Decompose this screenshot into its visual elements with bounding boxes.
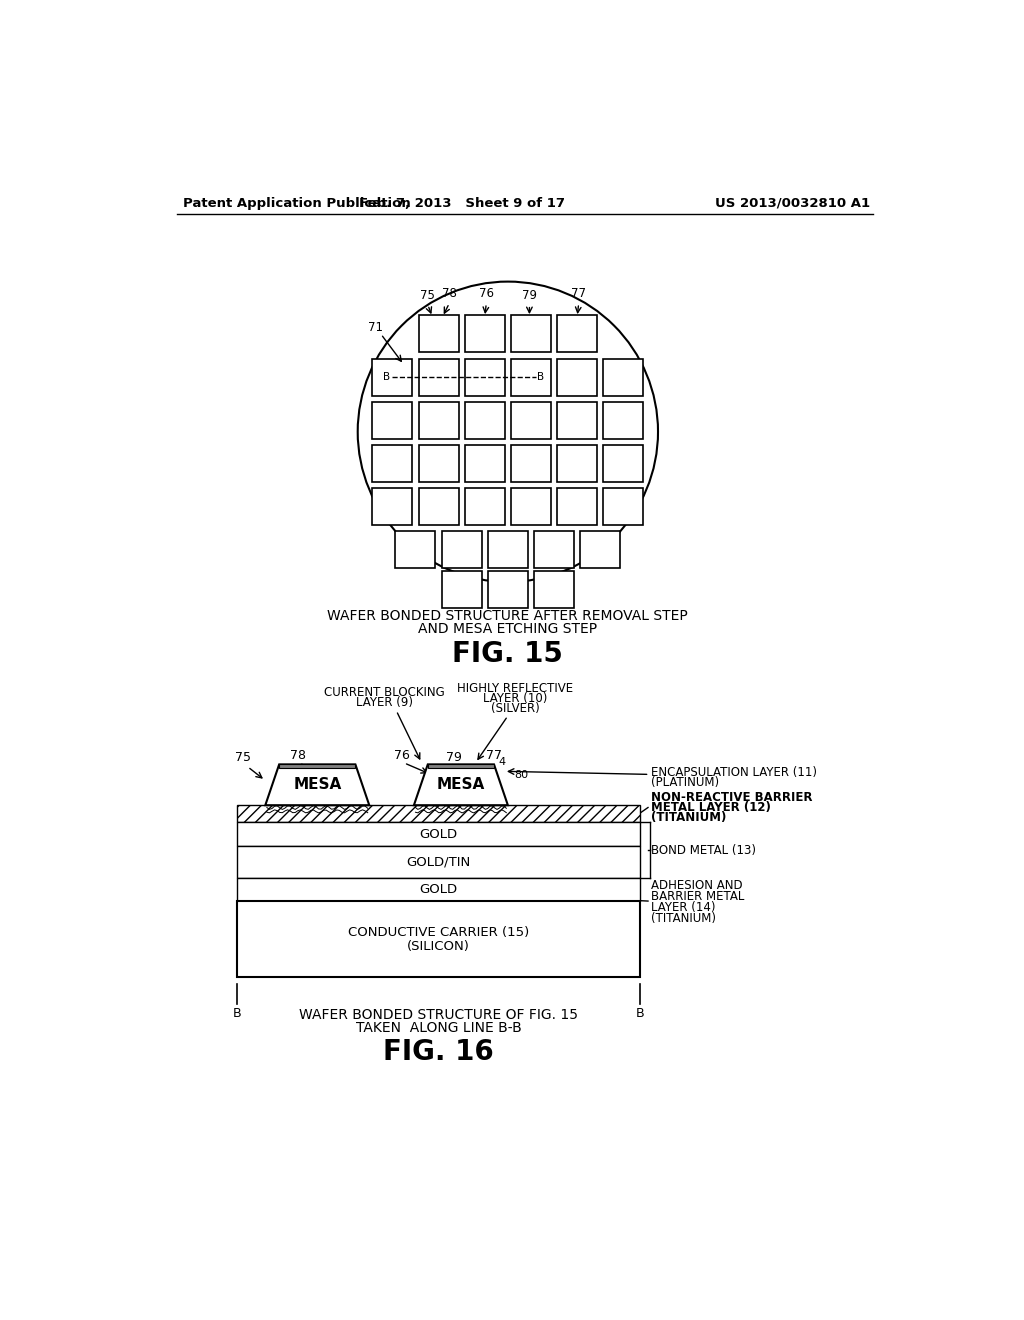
FancyBboxPatch shape	[373, 445, 413, 482]
Text: CURRENT BLOCKING: CURRENT BLOCKING	[325, 686, 445, 700]
Text: GOLD/TIN: GOLD/TIN	[407, 855, 471, 869]
FancyBboxPatch shape	[603, 445, 643, 482]
FancyBboxPatch shape	[511, 359, 551, 396]
Text: B: B	[383, 372, 390, 381]
Text: (TITANIUM): (TITANIUM)	[651, 912, 716, 924]
FancyBboxPatch shape	[465, 359, 505, 396]
FancyBboxPatch shape	[465, 401, 505, 438]
FancyBboxPatch shape	[581, 531, 621, 568]
Text: ADHESION AND: ADHESION AND	[651, 879, 742, 892]
Text: ENCAPSULATION LAYER (11): ENCAPSULATION LAYER (11)	[651, 766, 817, 779]
FancyBboxPatch shape	[557, 445, 597, 482]
Text: 75: 75	[234, 751, 251, 764]
Text: 77: 77	[486, 748, 502, 762]
Text: NON-REACTIVE BARRIER: NON-REACTIVE BARRIER	[651, 791, 813, 804]
FancyBboxPatch shape	[419, 445, 459, 482]
Text: FIG. 16: FIG. 16	[383, 1038, 494, 1065]
FancyBboxPatch shape	[511, 445, 551, 482]
FancyBboxPatch shape	[511, 401, 551, 438]
Text: 76: 76	[393, 748, 410, 762]
FancyBboxPatch shape	[603, 488, 643, 525]
Text: LAYER (14): LAYER (14)	[651, 900, 716, 913]
Text: 75: 75	[420, 289, 435, 302]
Text: 80: 80	[514, 770, 528, 780]
Text: 78: 78	[442, 288, 457, 301]
Text: Patent Application Publication: Patent Application Publication	[183, 197, 411, 210]
FancyBboxPatch shape	[395, 531, 435, 568]
FancyBboxPatch shape	[465, 315, 505, 352]
Text: GOLD: GOLD	[420, 883, 458, 896]
Text: MESA: MESA	[293, 777, 341, 792]
FancyBboxPatch shape	[441, 531, 481, 568]
FancyBboxPatch shape	[419, 401, 459, 438]
Bar	[237, 878, 640, 900]
Text: (SILVER): (SILVER)	[492, 702, 540, 714]
Text: WAFER BONDED STRUCTURE AFTER REMOVAL STEP: WAFER BONDED STRUCTURE AFTER REMOVAL STE…	[328, 609, 688, 623]
FancyBboxPatch shape	[603, 359, 643, 396]
Text: (PLATINUM): (PLATINUM)	[651, 776, 719, 788]
FancyBboxPatch shape	[487, 572, 528, 609]
Text: TAKEN  ALONG LINE B-B: TAKEN ALONG LINE B-B	[355, 1020, 521, 1035]
FancyBboxPatch shape	[441, 572, 481, 609]
Bar	[428, 764, 494, 768]
FancyBboxPatch shape	[373, 401, 413, 438]
Polygon shape	[265, 764, 370, 805]
Bar	[237, 900, 640, 977]
Text: 79: 79	[522, 289, 537, 302]
Text: 71: 71	[368, 321, 383, 334]
FancyBboxPatch shape	[557, 401, 597, 438]
Bar	[237, 822, 640, 846]
Bar	[280, 764, 355, 768]
FancyBboxPatch shape	[419, 488, 459, 525]
Text: US 2013/0032810 A1: US 2013/0032810 A1	[715, 197, 869, 210]
Text: 78: 78	[291, 748, 306, 762]
Text: AND MESA ETCHING STEP: AND MESA ETCHING STEP	[418, 622, 597, 636]
Text: B: B	[538, 372, 545, 381]
FancyBboxPatch shape	[419, 315, 459, 352]
Text: 4: 4	[498, 758, 505, 767]
Text: LAYER (10): LAYER (10)	[483, 692, 548, 705]
Text: MESA: MESA	[437, 777, 485, 792]
Text: 79: 79	[446, 751, 462, 764]
FancyBboxPatch shape	[487, 531, 528, 568]
Text: METAL LAYER (12): METAL LAYER (12)	[651, 801, 771, 814]
FancyBboxPatch shape	[465, 488, 505, 525]
FancyBboxPatch shape	[535, 572, 574, 609]
FancyBboxPatch shape	[373, 359, 413, 396]
Text: Feb. 7, 2013   Sheet 9 of 17: Feb. 7, 2013 Sheet 9 of 17	[358, 197, 564, 210]
Text: 77: 77	[571, 288, 586, 301]
FancyBboxPatch shape	[557, 488, 597, 525]
FancyBboxPatch shape	[557, 359, 597, 396]
Text: LAYER (9): LAYER (9)	[356, 696, 413, 709]
Text: HIGHLY REFLECTIVE: HIGHLY REFLECTIVE	[458, 681, 573, 694]
Text: B: B	[636, 1007, 645, 1019]
Bar	[237, 846, 640, 878]
Text: WAFER BONDED STRUCTURE OF FIG. 15: WAFER BONDED STRUCTURE OF FIG. 15	[299, 1007, 579, 1022]
Polygon shape	[414, 764, 508, 805]
Text: FIG. 15: FIG. 15	[453, 639, 563, 668]
Text: B: B	[232, 1007, 241, 1019]
Text: GOLD: GOLD	[420, 828, 458, 841]
Bar	[237, 805, 640, 822]
FancyBboxPatch shape	[465, 445, 505, 482]
FancyBboxPatch shape	[557, 315, 597, 352]
FancyBboxPatch shape	[511, 315, 551, 352]
Text: BOND METAL (13): BOND METAL (13)	[651, 843, 756, 857]
Text: CONDUCTIVE CARRIER (15): CONDUCTIVE CARRIER (15)	[348, 927, 529, 939]
FancyBboxPatch shape	[511, 488, 551, 525]
FancyBboxPatch shape	[373, 488, 413, 525]
Text: 76: 76	[479, 288, 494, 301]
FancyBboxPatch shape	[535, 531, 574, 568]
Text: BARRIER METAL: BARRIER METAL	[651, 890, 744, 903]
FancyBboxPatch shape	[603, 401, 643, 438]
Text: (TITANIUM): (TITANIUM)	[651, 810, 726, 824]
FancyBboxPatch shape	[419, 359, 459, 396]
Text: (SILICON): (SILICON)	[408, 940, 470, 953]
